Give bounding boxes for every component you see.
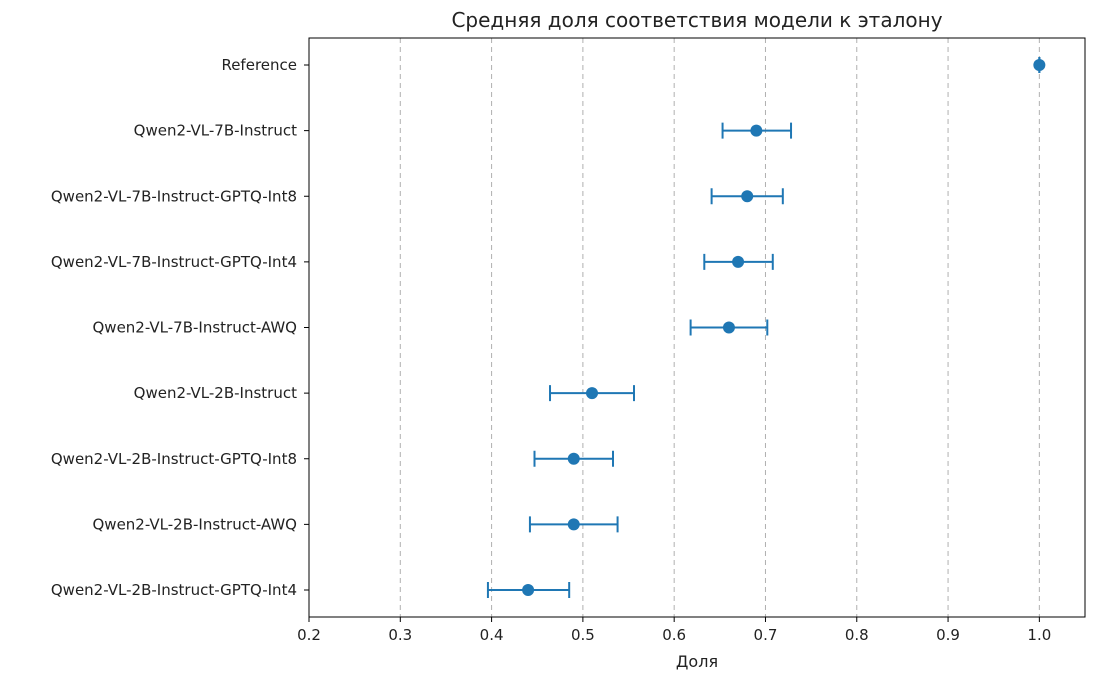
- x-tick-label: 0.5: [571, 626, 595, 644]
- x-tick-label: 1.0: [1027, 626, 1051, 644]
- x-tick-label: 0.8: [845, 626, 869, 644]
- y-tick-label: Qwen2-VL-2B-Instruct-GPTQ-Int4: [51, 581, 297, 599]
- x-tick-label: 0.6: [662, 626, 686, 644]
- chart-title: Средняя доля соответствия модели к этало…: [451, 8, 942, 32]
- data-point: [1033, 59, 1046, 71]
- x-axis-label: Доля: [676, 652, 718, 671]
- grid-layer: [308, 38, 1040, 617]
- data-point: [722, 321, 735, 334]
- marks-layer: [486, 57, 1046, 598]
- y-tick-label: Qwen2-VL-7B-Instruct-GPTQ-Int4: [51, 253, 297, 271]
- data-point: [732, 255, 745, 268]
- y-tick-label: Qwen2-VL-2B-Instruct-AWQ: [93, 515, 298, 533]
- y-tick-label: Reference: [221, 56, 297, 74]
- data-point: [567, 452, 580, 465]
- data-point: [586, 387, 599, 400]
- x-tick-label: 0.4: [480, 626, 504, 644]
- y-tick-label: Qwen2-VL-7B-Instruct-GPTQ-Int8: [51, 187, 297, 205]
- y-tick-label: Qwen2-VL-2B-Instruct: [134, 384, 297, 402]
- data-point: [750, 124, 763, 137]
- y-tick-label: Qwen2-VL-7B-Instruct-AWQ: [93, 319, 298, 337]
- x-tick-label: 0.9: [936, 626, 960, 644]
- x-tick-label: 0.2: [297, 626, 321, 644]
- ticks-layer: 0.2 0.3 0.4 0.5 0.6 0.7 0.8 0.9 1.0 Reference Qwen…: [51, 56, 1051, 644]
- x-tick-label: 0.7: [754, 626, 778, 644]
- x-tick-label: 0.3: [388, 626, 412, 644]
- data-point: [522, 584, 535, 596]
- y-tick-label: Qwen2-VL-7B-Instruct: [134, 122, 297, 140]
- data-point: [567, 518, 580, 531]
- y-tick-label: Qwen2-VL-2B-Instruct-GPTQ-Int8: [51, 450, 297, 468]
- data-point: [741, 190, 754, 203]
